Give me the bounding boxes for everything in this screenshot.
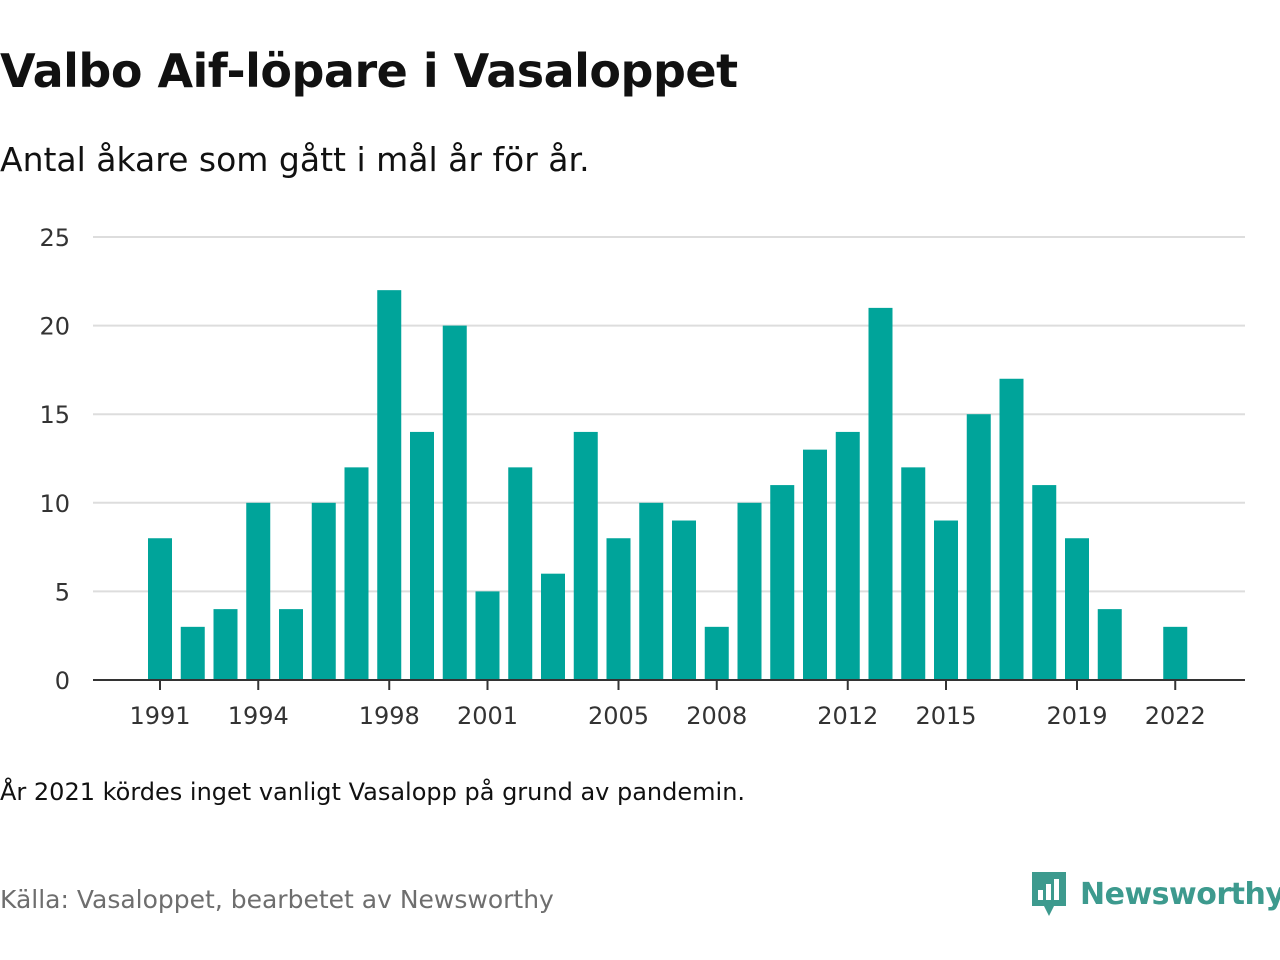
bar-2019 bbox=[1065, 538, 1089, 680]
y-tick-label: 0 bbox=[55, 667, 70, 695]
y-tick-label: 10 bbox=[39, 490, 70, 518]
bar-2004 bbox=[573, 431, 598, 680]
x-tick-label: 2008 bbox=[686, 702, 747, 730]
x-tick-label: 1991 bbox=[129, 702, 190, 730]
bar-2013 bbox=[868, 307, 893, 680]
bar-1991 bbox=[148, 538, 172, 680]
bar-2015 bbox=[934, 520, 958, 680]
bar-2001 bbox=[475, 591, 500, 680]
bar-2020 bbox=[1097, 609, 1122, 680]
newsworthy-logo-icon bbox=[1032, 872, 1066, 916]
bar-2008 bbox=[704, 626, 729, 680]
x-tick-label: 2022 bbox=[1145, 702, 1206, 730]
footnote: År 2021 kördes inget vanligt Vasalopp på… bbox=[0, 778, 746, 806]
bar-1996 bbox=[311, 502, 336, 680]
bar-2003 bbox=[541, 573, 565, 680]
bar-2014 bbox=[901, 467, 926, 680]
bar-1993 bbox=[213, 609, 238, 680]
bar-2007 bbox=[672, 520, 696, 680]
y-tick-label: 25 bbox=[39, 224, 70, 252]
bar-2012 bbox=[835, 431, 860, 680]
y-tick-label: 20 bbox=[39, 313, 70, 341]
x-tick-label: 1998 bbox=[359, 702, 420, 730]
bar-2011 bbox=[803, 449, 827, 680]
source-credit: Källa: Vasaloppet, bearbetet av Newswort… bbox=[0, 885, 554, 914]
bar-2018 bbox=[1032, 485, 1057, 680]
chart-title: Valbo Aif-löpare i Vasaloppet bbox=[0, 44, 738, 98]
x-tick-label: 2001 bbox=[457, 702, 518, 730]
bar-2022 bbox=[1163, 626, 1188, 680]
bar-1994 bbox=[246, 502, 271, 680]
bar-1998 bbox=[377, 290, 402, 680]
y-tick-label: 5 bbox=[55, 578, 70, 606]
bar-2002 bbox=[508, 467, 533, 680]
bars bbox=[148, 290, 1188, 680]
x-tick-label: 2015 bbox=[915, 702, 976, 730]
bar-1997 bbox=[344, 467, 369, 680]
x-tick-label: 2019 bbox=[1046, 702, 1107, 730]
bar-2006 bbox=[639, 502, 664, 680]
bar-2009 bbox=[737, 502, 762, 680]
chart-subtitle: Antal åkare som gått i mål år för år. bbox=[0, 140, 590, 179]
axes: 0 5 10 15 20 25 1991 1994 1998 2001 2005 2008 2012 20… bbox=[39, 224, 1245, 730]
bar-chart: 0 5 10 15 20 25 1991 1994 1998 2001 2005 2008 2012 20… bbox=[39, 224, 1245, 730]
y-tick-label: 15 bbox=[39, 401, 70, 429]
newsworthy-brand[interactable]: Newsworthy bbox=[1030, 870, 1280, 918]
x-tick-label: 1994 bbox=[228, 702, 289, 730]
bar-2017 bbox=[999, 378, 1024, 680]
bar-2016 bbox=[966, 414, 991, 680]
bar-1995 bbox=[279, 609, 303, 680]
bar-1992 bbox=[180, 626, 205, 680]
bar-1999 bbox=[410, 431, 434, 680]
x-tick-label: 2005 bbox=[588, 702, 649, 730]
x-tick-label: 2012 bbox=[817, 702, 878, 730]
bar-2010 bbox=[770, 485, 795, 680]
bar-2000 bbox=[442, 325, 467, 680]
bar-2005 bbox=[606, 538, 631, 680]
brand-name: Newsworthy bbox=[1080, 876, 1280, 912]
